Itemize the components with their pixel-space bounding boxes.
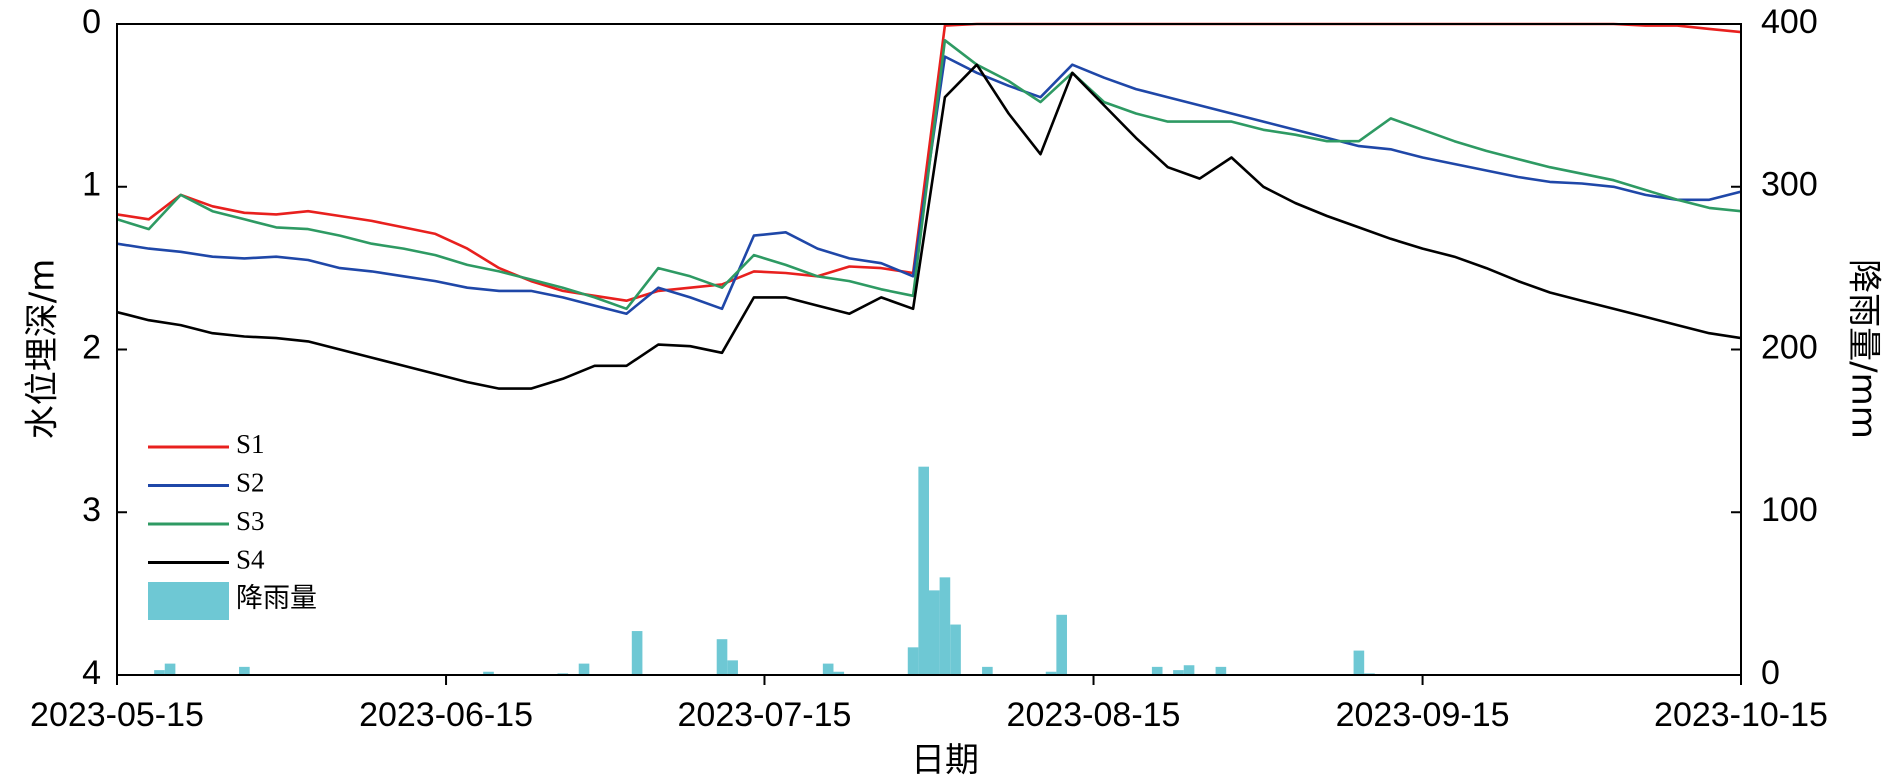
legend-label: S2 [236, 468, 265, 498]
x-axis-label: 日期 [911, 741, 979, 781]
rain-bar [1151, 666, 1163, 675]
rain-bar [907, 647, 919, 675]
legend-label: S4 [236, 545, 265, 575]
x-tick-label: 2023-09-15 [1336, 696, 1510, 734]
y2-tick-label: 200 [1761, 328, 1818, 366]
rain-bar [631, 631, 643, 675]
y2-tick-label: 300 [1761, 166, 1818, 204]
rain-bar [1353, 650, 1365, 675]
rain-bar [1183, 665, 1195, 675]
y-tick-label: 0 [82, 3, 101, 41]
y2-tick-label: 0 [1761, 654, 1780, 692]
legend-label: S3 [236, 506, 265, 536]
rain-bar [1056, 614, 1067, 675]
rain-bar [918, 466, 929, 675]
rain-bar [822, 663, 834, 675]
rain-bar [1045, 671, 1057, 675]
rain-bar [716, 639, 728, 675]
rain-bar [929, 590, 940, 675]
x-tick-label: 2023-05-15 [30, 696, 204, 734]
legend-swatch [148, 582, 229, 620]
rain-bar [833, 671, 845, 675]
rain-bar [1215, 666, 1227, 675]
rain-bar [727, 660, 738, 675]
series-line [117, 63, 1741, 390]
y-tick-label: 2 [82, 328, 101, 366]
y2-tick-label: 100 [1761, 491, 1818, 529]
legend-label: 降雨量 [236, 583, 317, 613]
rain-bar [578, 663, 590, 675]
x-tick-label: 2023-07-15 [678, 696, 852, 734]
rain-bar [950, 624, 961, 675]
x-tick-label: 2023-06-15 [359, 696, 533, 734]
y-axis-label: 水位埋深/m [23, 259, 63, 440]
legend-label: S1 [236, 429, 265, 459]
series-line [117, 55, 1741, 315]
rain-bar [483, 671, 494, 675]
y-tick-label: 4 [82, 654, 101, 692]
rain-bar [982, 666, 993, 675]
y-tick-label: 3 [82, 491, 101, 529]
series-line [117, 39, 1741, 311]
rain-bar [154, 670, 165, 675]
y2-axis-label: 降雨量/mm [1844, 259, 1884, 439]
x-tick-label: 2023-08-15 [1007, 696, 1181, 734]
rain-bar [164, 663, 176, 675]
x-tick-label: 2023-10-15 [1654, 696, 1828, 734]
y-tick-label: 1 [82, 166, 101, 204]
rain-bar [1173, 670, 1184, 675]
rain-bar [239, 666, 250, 675]
rain-bar [939, 577, 951, 675]
y2-tick-label: 400 [1761, 3, 1818, 41]
